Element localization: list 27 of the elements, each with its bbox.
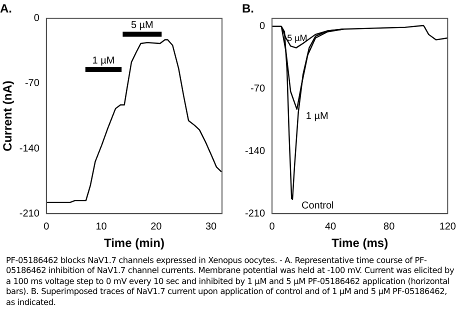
y-tick-label: -70	[24, 78, 40, 90]
series-label: 1 µM	[306, 111, 328, 122]
series-label: 5 µM	[287, 32, 308, 43]
chart-title: A.	[0, 2, 12, 16]
x-tick-label: 0	[44, 221, 50, 232]
y-tick-label: -210	[19, 208, 40, 220]
series-label: Control	[302, 200, 334, 212]
x-tick-label: 10	[96, 221, 108, 232]
y-tick-label: -210	[245, 208, 266, 220]
x-tick-label: 120	[439, 221, 456, 232]
x-axis-title: Time (min)	[104, 236, 164, 250]
series-label: 1 µM	[92, 55, 115, 66]
x-tick-label: 40	[325, 221, 337, 232]
y-tick-label: 0	[34, 13, 40, 24]
x-tick-label: 20	[150, 221, 162, 232]
x-axis-title: Time (ms)	[332, 236, 388, 250]
y-axis-title: Current (nA)	[0, 80, 15, 152]
x-tick-label: 30	[205, 221, 218, 232]
y-tick-label: -140	[245, 146, 266, 157]
text: PF-05186462 blocks NaV1.7 channels expressed in Xenopus oocytes. - A. Representative time course of PF-05186462 inhibition of NaV1.7 channel currents. Membrane potential was held at -100 mV. Current was elicited by a 100 ms voltage step to 0 mV every 10 sec and inhibited by 1 µM and 5 µM PF-05186462 application (horizontal bars). B. Superimposed traces of NaV1.7 current upon application of control and of 1 µM and 5 µM PF-05186462, as indicated.	[5, 254, 456, 308]
series-label: 5 µM	[130, 20, 154, 31]
x-tick-label: 80	[384, 221, 396, 232]
y-tick-label: 0	[259, 21, 266, 32]
y-tick-label: -140	[19, 143, 40, 154]
x-tick-label: 0	[269, 221, 276, 232]
chart-title: B.	[242, 2, 254, 16]
y-tick-label: -70	[250, 84, 266, 95]
